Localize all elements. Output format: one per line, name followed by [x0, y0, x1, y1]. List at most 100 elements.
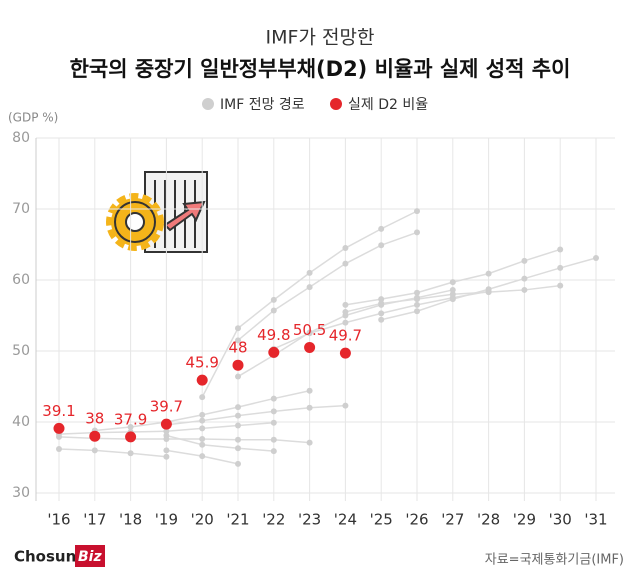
forecast-point: [593, 254, 599, 261]
forecast-point: [199, 394, 206, 401]
forecast-line: [237, 231, 418, 341]
y-tick-label: 80: [12, 130, 30, 146]
data-label: 45.9: [185, 354, 218, 372]
legend-marker: [330, 98, 342, 110]
forecast-point: [414, 308, 420, 315]
actual-point: [232, 359, 244, 371]
forecast-point: [270, 448, 277, 455]
x-tick-label: '16: [47, 511, 70, 529]
forecast-point: [378, 316, 385, 323]
x-tick-label: '26: [405, 511, 428, 529]
forecast-point: [342, 402, 349, 409]
x-tick-label: '28: [477, 511, 500, 529]
x-tick-label: '23: [298, 511, 321, 529]
forecast-point: [199, 453, 206, 460]
forecast-point: [235, 422, 241, 429]
x-tick-label: '25: [370, 511, 393, 529]
forecast-point: [485, 270, 492, 277]
chart-subtitle: IMF가 전망한: [266, 27, 375, 49]
forecast-point: [56, 433, 62, 440]
data-label: 38: [85, 410, 104, 428]
forecast-point: [127, 423, 134, 430]
forecast-point: [270, 408, 277, 415]
forecast-point: [306, 439, 313, 446]
forecast-point: [199, 411, 206, 418]
illustration: [106, 171, 208, 253]
forecast-point: [306, 269, 313, 276]
data-label: 48: [228, 339, 247, 357]
forecast-point: [127, 450, 134, 457]
forecast-point: [235, 337, 241, 344]
forecast-point: [306, 387, 313, 394]
brand-text: Biz: [78, 549, 102, 565]
x-tick-label: '24: [334, 511, 357, 529]
forecast-point: [485, 288, 492, 295]
forecast-point: [557, 282, 564, 289]
forecast-point: [414, 229, 420, 236]
actual-point: [196, 374, 208, 386]
forecast-point: [521, 286, 528, 293]
forecast-point: [270, 419, 277, 426]
data-label: 39.1: [42, 402, 75, 420]
y-tick-label: 50: [12, 343, 30, 359]
actual-point: [53, 422, 65, 434]
forecast-point: [449, 279, 456, 286]
y-tick-label: 70: [12, 201, 30, 217]
forecast-point: [449, 286, 456, 293]
brand-text: Chosun: [14, 548, 76, 566]
actual-point: [304, 341, 316, 353]
forecast-point: [306, 404, 313, 411]
brand-box: [75, 545, 105, 567]
data-label: 39.7: [150, 398, 183, 416]
chart-title: 한국의 중장기 일반정부부채(D2) 비율과 실제 성적 추이: [70, 57, 571, 81]
x-tick-label: '18: [119, 511, 142, 529]
forecast-point: [557, 264, 564, 271]
forecast-point: [378, 301, 385, 308]
data-label: 49.8: [257, 326, 290, 344]
forecast-point: [163, 428, 170, 435]
x-tick-label: '17: [83, 511, 106, 529]
forecast-line: [58, 436, 310, 444]
forecast-point: [342, 319, 349, 326]
x-tick-label: '19: [155, 511, 178, 529]
forecast-point: [342, 312, 349, 319]
forecast-point: [521, 275, 528, 282]
forecast-point: [235, 460, 241, 467]
x-tick-label: '22: [262, 511, 285, 529]
source: 자료=국제통화기금(IMF): [485, 553, 624, 568]
forecast-point: [342, 301, 349, 308]
data-label: 50.5: [293, 321, 326, 339]
actual-point: [339, 347, 351, 359]
legend-marker: [202, 98, 214, 110]
legend-label: IMF 전망 경로: [220, 97, 305, 113]
forecast-point: [306, 284, 313, 291]
forecast-point: [163, 432, 170, 439]
x-tick-label: '27: [441, 511, 464, 529]
x-tick-label: '29: [513, 511, 536, 529]
forecast-point: [414, 294, 420, 301]
forecast-line: [166, 434, 274, 452]
forecast-point: [235, 412, 241, 419]
forecast-point: [199, 436, 206, 443]
forecast-point: [378, 310, 385, 317]
data-label: 37.9: [114, 410, 147, 428]
forecast-point: [235, 445, 241, 452]
forecast-point: [235, 325, 241, 332]
data-label: 49.7: [329, 327, 362, 345]
forecast-point: [270, 395, 277, 402]
forecast-point: [306, 330, 313, 337]
actual-point: [268, 346, 280, 358]
forecast-point: [270, 436, 277, 443]
legend-label: 실제 D2 비율: [348, 97, 428, 113]
forecast-point: [378, 296, 385, 303]
x-tick-label: '31: [584, 511, 607, 529]
forecast-point: [163, 453, 170, 460]
forecast-point: [557, 246, 564, 253]
y-tick-label: 30: [12, 485, 30, 501]
y-axis-label: (GDP %): [8, 111, 58, 125]
actual-point: [125, 431, 137, 443]
forecast-point: [414, 208, 420, 215]
forecast-point: [235, 436, 241, 443]
y-tick-label: 60: [12, 272, 30, 288]
